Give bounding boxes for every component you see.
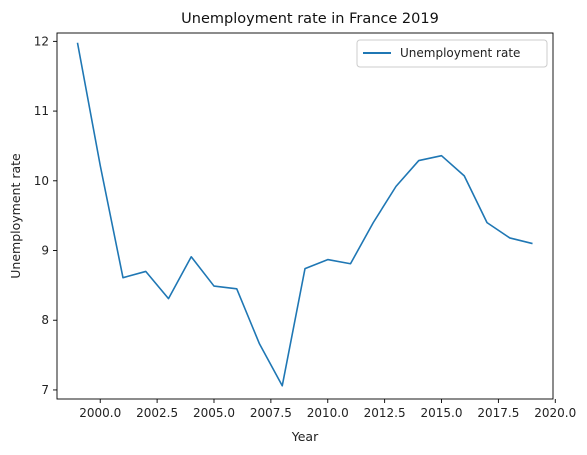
y-axis: 7 8 9 10 11 12 xyxy=(34,34,57,397)
x-axis: 2000.0 2002.5 2005.0 2007.5 2010.0 2012.5 2015… xyxy=(79,399,576,420)
y-tick-label: 11 xyxy=(34,104,49,118)
legend-box xyxy=(356,39,548,68)
y-tick-label: 7 xyxy=(41,383,49,397)
x-tick-label: 2007.5 xyxy=(250,406,292,420)
x-tick-label: 2005.0 xyxy=(193,406,235,420)
x-tick-label: 2017.5 xyxy=(477,406,519,420)
x-tick-label: 2012.5 xyxy=(364,406,406,420)
chart-title: Unemployment rate in France 2019 xyxy=(181,11,439,27)
x-axis-title: Year xyxy=(291,429,319,444)
x-tick-label: 2002.5 xyxy=(136,406,178,420)
plot-frame xyxy=(56,32,554,400)
y-tick-label: 8 xyxy=(41,313,49,327)
y-tick-label: 12 xyxy=(34,34,49,48)
y-axis-title: Unemployment rate xyxy=(8,153,23,279)
x-tick-label: 2020.0 xyxy=(534,406,576,420)
x-tick-label: 2010.0 xyxy=(307,406,349,420)
x-tick-label: 2015.0 xyxy=(421,406,463,420)
y-tick-label: 9 xyxy=(41,244,49,258)
legend: Unemployment rate xyxy=(356,39,548,68)
legend-label: Unemployment rate xyxy=(400,46,520,60)
x-tick-label: 2000.0 xyxy=(79,406,121,420)
series-line xyxy=(76,42,533,387)
y-tick-label: 10 xyxy=(34,174,49,188)
plot-area xyxy=(76,42,533,387)
